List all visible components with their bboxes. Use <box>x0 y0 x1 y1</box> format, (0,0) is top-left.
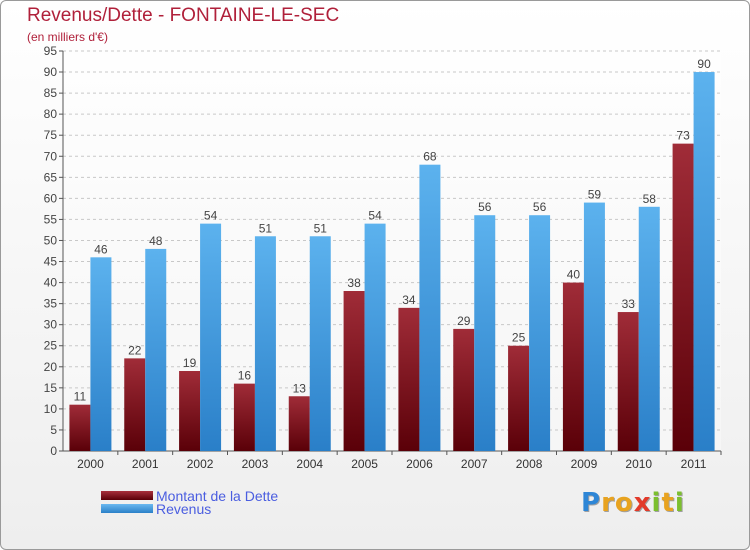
x-tick-label: 2004 <box>296 457 323 471</box>
bar-dette <box>508 345 530 451</box>
y-tick-label: 80 <box>44 107 58 121</box>
y-tick-label: 75 <box>44 128 58 142</box>
data-label: 46 <box>94 242 108 256</box>
y-tick-label: 20 <box>44 360 58 374</box>
logo-letter: t <box>661 488 675 518</box>
legend-swatch-dette <box>101 491 153 500</box>
y-tick-label: 65 <box>44 170 58 184</box>
data-label: 68 <box>423 150 437 164</box>
bar-dette <box>343 291 365 451</box>
x-tick-label: 2008 <box>516 457 543 471</box>
bar-revenus <box>309 236 331 451</box>
bar-revenus <box>583 202 605 451</box>
bar-dette <box>453 328 475 451</box>
data-label: 29 <box>457 314 471 328</box>
bar-dette <box>672 143 694 451</box>
chart-subtitle: (en milliers d'€) <box>27 30 108 44</box>
bar-revenus <box>529 215 551 451</box>
y-tick-label: 90 <box>44 65 58 79</box>
data-label: 54 <box>368 209 382 223</box>
data-label: 11 <box>74 390 87 404</box>
bar-dette <box>398 307 420 451</box>
y-tick-label: 25 <box>44 339 58 353</box>
data-label: 34 <box>402 293 416 307</box>
y-tick-label: 60 <box>44 191 58 205</box>
data-label: 19 <box>183 356 197 370</box>
x-tick-label: 2002 <box>187 457 214 471</box>
data-label: 40 <box>567 268 581 282</box>
logo-letter: x <box>633 488 652 518</box>
x-tick-label: 2000 <box>77 457 104 471</box>
data-label: 73 <box>676 129 690 143</box>
logo-letter: P <box>581 488 602 518</box>
logo-letter: o <box>614 488 634 518</box>
data-label: 58 <box>643 192 657 206</box>
bar-dette <box>124 358 146 451</box>
bar-revenus <box>693 72 715 451</box>
data-label: 48 <box>149 234 163 248</box>
bar-revenus <box>638 206 660 451</box>
data-label: 51 <box>259 221 273 235</box>
proxiti-logo: Proxiti <box>581 488 685 518</box>
bar-dette <box>179 371 201 451</box>
x-tick-label: 2003 <box>242 457 269 471</box>
bar-dette <box>288 396 310 451</box>
data-label: 13 <box>293 381 307 395</box>
plot-area <box>63 51 721 451</box>
data-label: 51 <box>314 221 328 235</box>
data-label: 25 <box>512 331 526 345</box>
y-tick-label: 50 <box>44 233 58 247</box>
data-label: 56 <box>533 200 547 214</box>
data-label: 54 <box>204 209 218 223</box>
y-tick-label: 95 <box>44 44 58 58</box>
x-tick-label: 2009 <box>571 457 598 471</box>
logo-letter: r <box>601 488 615 518</box>
chart-title: Revenus/Dette - FONTAINE-LE-SEC <box>27 5 340 26</box>
bar-revenus <box>200 223 222 451</box>
x-tick-label: 2006 <box>406 457 433 471</box>
y-tick-label: 0 <box>50 444 57 458</box>
bar-dette <box>233 383 255 451</box>
bar-revenus <box>90 257 112 451</box>
data-label: 56 <box>478 200 492 214</box>
y-tick-label: 30 <box>44 318 58 332</box>
y-tick-label: 15 <box>44 381 58 395</box>
y-tick-label: 35 <box>44 297 58 311</box>
y-tick-label: 10 <box>44 402 58 416</box>
x-tick-label: 2005 <box>351 457 378 471</box>
bar-revenus <box>145 248 167 451</box>
y-tick-label: 40 <box>44 276 58 290</box>
bar-dette <box>617 312 639 451</box>
y-tick-label: 70 <box>44 149 58 163</box>
bar-dette <box>562 282 584 451</box>
y-tick-label: 55 <box>44 212 58 226</box>
data-label: 22 <box>128 343 142 357</box>
y-tick-label: 85 <box>44 86 58 100</box>
bar-revenus <box>364 223 386 451</box>
bar-revenus <box>419 164 441 451</box>
data-label: 38 <box>347 276 361 290</box>
data-label: 90 <box>697 57 711 71</box>
x-tick-label: 2007 <box>461 457 488 471</box>
x-tick-label: 2001 <box>132 457 159 471</box>
data-label: 16 <box>238 369 252 383</box>
legend-label-revenus: Revenus <box>156 501 212 517</box>
y-tick-label: 5 <box>50 423 57 437</box>
logo-letter: i <box>674 488 685 518</box>
bar-revenus <box>254 236 276 451</box>
legend-label-dette: Montant de la Dette <box>156 488 279 504</box>
bar-dette <box>69 404 91 451</box>
logo-letter: i <box>651 488 662 518</box>
x-tick-label: 2010 <box>625 457 652 471</box>
legend-swatch-revenus <box>101 504 153 513</box>
y-tick-label: 45 <box>44 255 58 269</box>
bar-revenus <box>474 215 496 451</box>
x-tick-label: 2011 <box>681 457 707 471</box>
data-label: 33 <box>622 297 636 311</box>
data-label: 59 <box>588 188 602 202</box>
